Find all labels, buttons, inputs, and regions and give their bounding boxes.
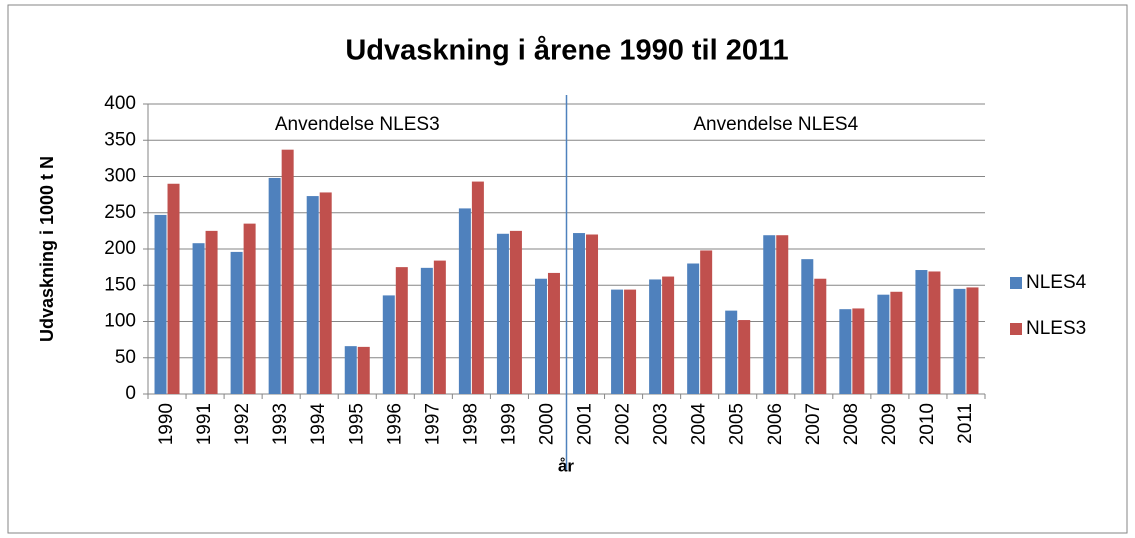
bar [687, 263, 700, 394]
bar [192, 243, 205, 394]
y-tick-label: 250 [104, 202, 136, 223]
x-tick-label: 2003 [651, 403, 672, 445]
bar [344, 346, 357, 394]
annotation: Anvendelse NLES3 [275, 114, 440, 135]
bar [890, 291, 903, 394]
y-axis-label: Udvaskning i 1000 t N [37, 156, 57, 342]
x-tick-label: 2010 [917, 403, 938, 445]
x-tick-label: 1996 [384, 403, 405, 445]
bar [534, 278, 547, 394]
bar [928, 271, 941, 394]
chart-title: Udvaskning i årene 1990 til 2011 [345, 35, 788, 67]
y-tick-label: 350 [104, 129, 136, 150]
y-tick-label: 300 [104, 166, 136, 187]
bar [725, 310, 738, 394]
bar [814, 278, 827, 394]
bar [230, 251, 243, 394]
bar [268, 177, 281, 394]
x-tick-label: 2000 [536, 403, 557, 445]
legend-swatch [1010, 323, 1022, 335]
bar [154, 214, 167, 394]
bar [395, 267, 408, 394]
bar [776, 235, 789, 394]
bar [586, 234, 599, 394]
bar [966, 287, 979, 394]
x-tick-label: 1997 [422, 403, 443, 445]
bar [547, 272, 560, 394]
x-tick-label: 2009 [879, 403, 900, 445]
y-tick-label: 0 [125, 383, 136, 404]
bar [915, 270, 928, 394]
y-tick-label: 400 [104, 93, 136, 114]
x-tick-label: 2007 [803, 403, 824, 445]
bar [205, 230, 218, 394]
bar [167, 183, 180, 394]
y-tick-label: 50 [115, 347, 136, 368]
x-tick-label: 2001 [575, 403, 596, 445]
x-tick-label: 1999 [498, 403, 519, 445]
bar [801, 259, 814, 394]
bar [763, 235, 776, 394]
bar [662, 276, 675, 394]
legend-label: NLES3 [1026, 318, 1086, 339]
x-tick-label: 2002 [613, 403, 634, 445]
bar [433, 260, 446, 394]
x-tick-label: 1993 [270, 403, 291, 445]
x-tick-label: 1994 [308, 403, 329, 446]
bar [496, 233, 509, 394]
x-tick-label: 2005 [727, 403, 748, 445]
bar [700, 250, 713, 394]
x-tick-label: 1992 [232, 403, 253, 445]
bar [243, 223, 256, 394]
x-tick-label: 2008 [841, 403, 862, 445]
bar [306, 196, 319, 394]
bar [319, 192, 332, 394]
bar [649, 279, 662, 394]
x-tick-label: 1998 [460, 403, 481, 445]
bar [839, 309, 852, 394]
bar [471, 181, 484, 394]
x-tick-label: 1991 [194, 403, 215, 445]
bar [611, 289, 624, 394]
x-tick-label: 1995 [346, 403, 367, 445]
bar [357, 346, 370, 394]
y-tick-label: 100 [104, 311, 136, 332]
x-tick-label: 2011 [955, 403, 976, 444]
bar [877, 294, 890, 394]
bar [624, 289, 637, 394]
x-tick-label: 2004 [689, 403, 710, 446]
bar [382, 295, 395, 394]
x-tick-label: 2006 [765, 403, 786, 445]
x-tick-label: 1990 [156, 403, 177, 445]
bar [573, 233, 586, 394]
legend-swatch [1010, 277, 1022, 289]
bar [738, 320, 751, 394]
legend-label: NLES4 [1026, 272, 1087, 293]
bar [281, 149, 294, 394]
bar [420, 267, 433, 394]
bar [852, 308, 865, 394]
bar [953, 288, 966, 394]
y-tick-label: 200 [104, 238, 136, 259]
y-tick-label: 150 [104, 274, 136, 295]
annotation: Anvendelse NLES4 [693, 114, 858, 135]
bar [458, 208, 471, 394]
bar [509, 230, 522, 394]
